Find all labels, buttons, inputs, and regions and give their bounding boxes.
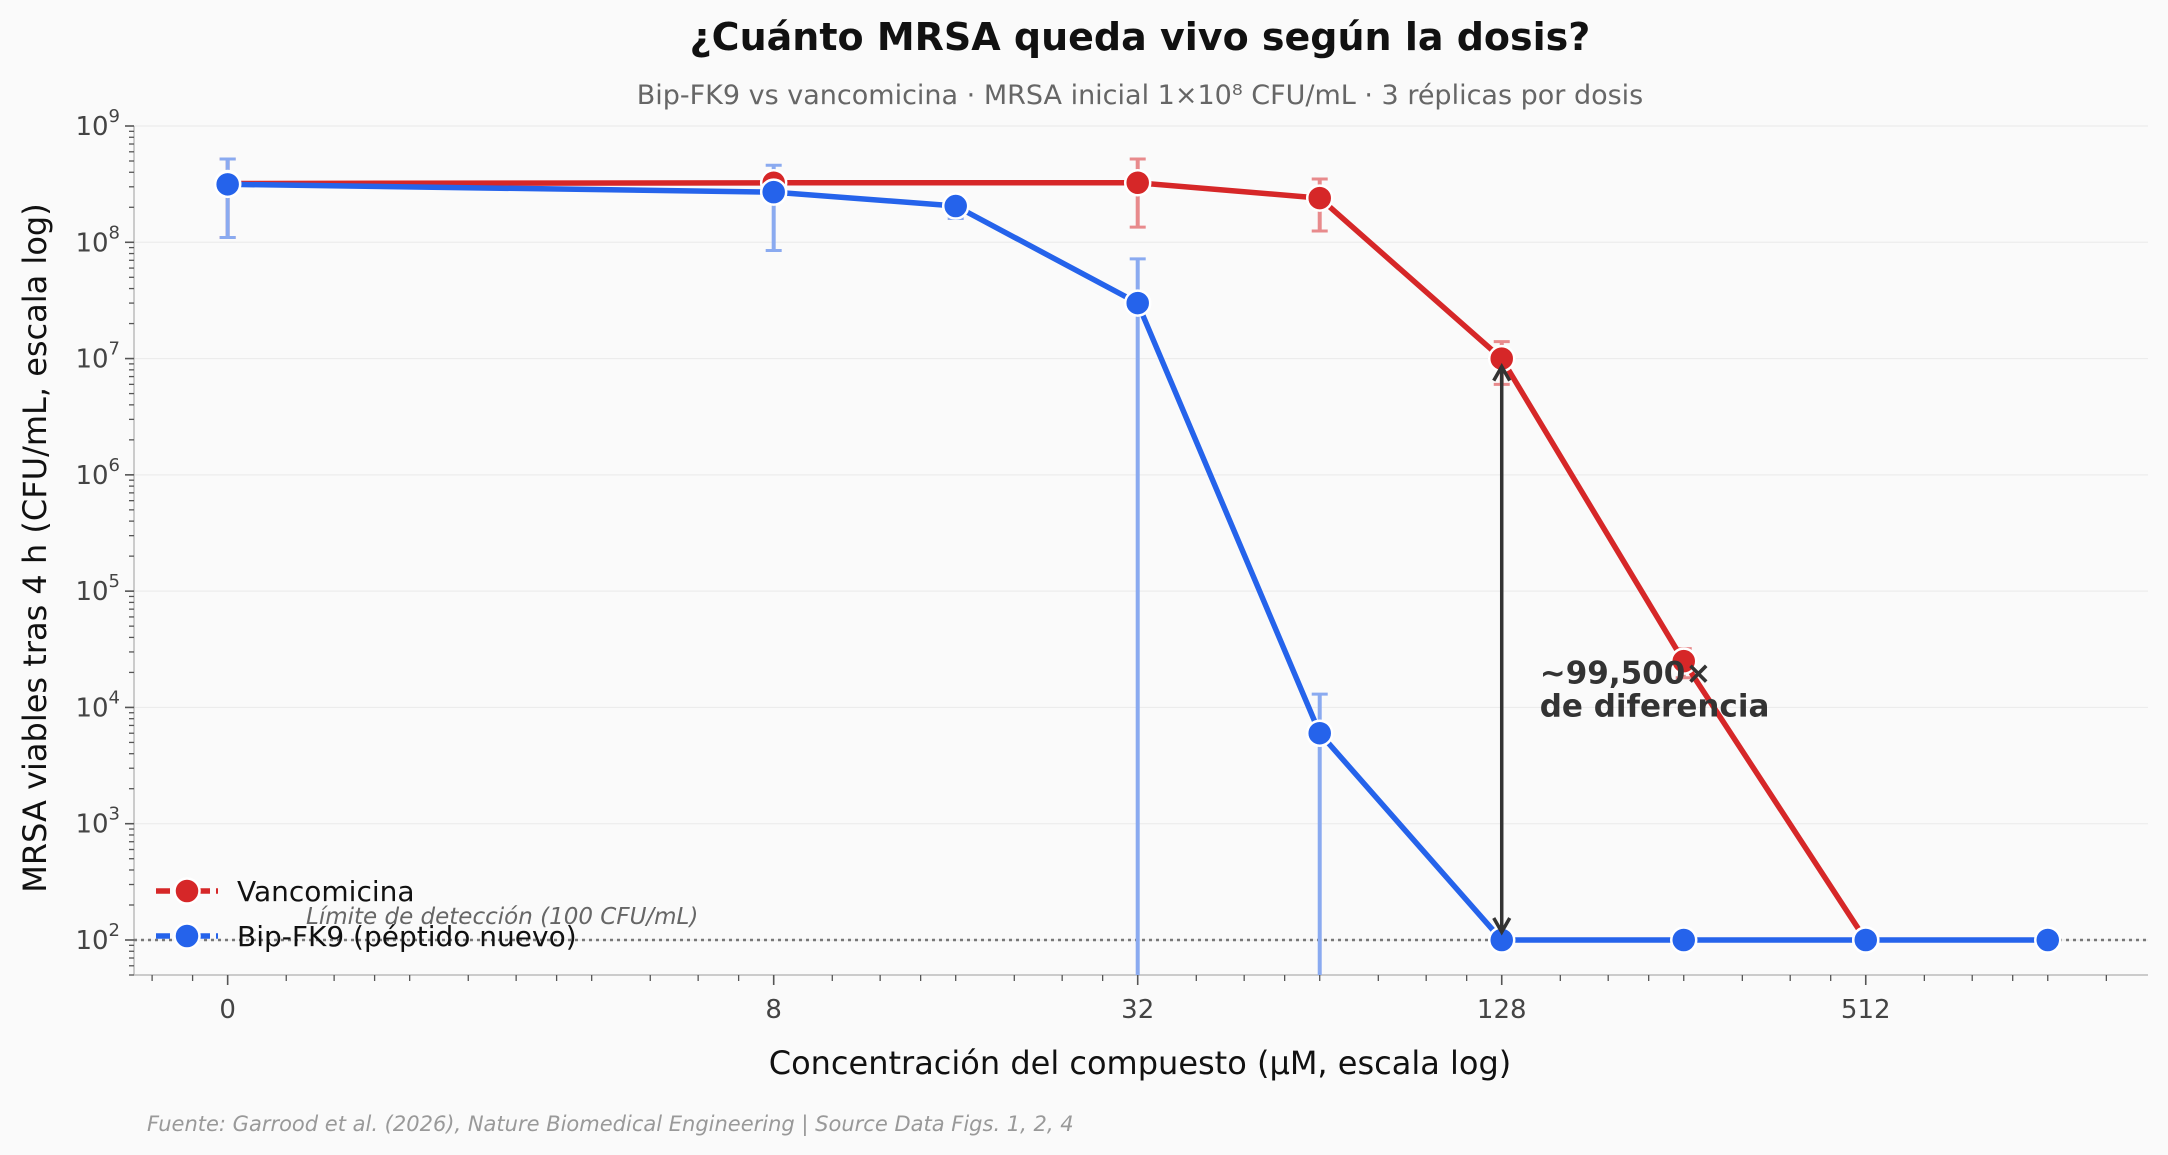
legend-item: Vancomicina — [156, 875, 415, 908]
series-layer — [213, 157, 2062, 975]
source-note: Fuente: Garrood et al. (2026), Nature Bi… — [147, 1112, 1074, 1137]
y-tick-label: 104 — [75, 687, 120, 723]
data-point — [941, 192, 970, 220]
difference-annotation-value: ~99,500× — [1540, 655, 1712, 691]
x-tick-label: 8 — [765, 995, 782, 1025]
y-tick-label: 108 — [75, 222, 120, 258]
arrow-head-bottom — [1492, 917, 1512, 936]
data-point — [1305, 719, 1334, 747]
series-vancomicina — [219, 157, 1869, 942]
chart-subtitle: Bip-FK9 vs vancomicina · MRSA inicial 1×… — [637, 80, 1644, 111]
y-axis-label: MRSA viables tras 4 h (CFU/mL, escala lo… — [16, 203, 54, 892]
y-tick-label: 109 — [75, 106, 120, 142]
legend-swatch-marker — [173, 922, 201, 950]
grid-lines — [134, 125, 2148, 941]
y-tick-label: 105 — [75, 571, 120, 607]
data-point — [1851, 926, 1880, 954]
series-bip-fk9-p-ptido-nuevo — [219, 157, 2048, 975]
data-point — [1669, 926, 1698, 954]
data-point — [2034, 926, 2062, 954]
y-tick-label: 102 — [75, 920, 120, 956]
chart-title: ¿Cuánto MRSA queda vivo según la dosis? — [690, 15, 1591, 59]
arrow-head-top — [1492, 363, 1512, 382]
axes: 102 103 104 105 106 107 108 109 0 8 32 128 512 — [75, 106, 2148, 1025]
y-tick-label: 103 — [75, 804, 120, 840]
detection-limit-label: Límite de detección (100 CFU/mL) — [306, 904, 698, 930]
legend-swatch-marker — [173, 877, 201, 905]
data-point — [213, 170, 242, 199]
detection-limit: Límite de detección (100 CFU/mL) — [134, 904, 2148, 942]
markers-vancomicina — [213, 169, 1880, 954]
data-point — [759, 178, 788, 206]
x-axis-label: Concentración del compuesto (µM, escala … — [769, 1044, 1512, 1082]
markers-bip-fk9-p-ptido-nuevo — [213, 170, 2062, 954]
data-point — [1123, 169, 1152, 197]
data-point — [1305, 184, 1334, 212]
x-tick-label: 32 — [1121, 995, 1154, 1025]
difference-annotation-text: de diferencia — [1540, 688, 1770, 724]
legend: Vancomicina Bip-FK9 (péptido nuevo) — [156, 875, 577, 953]
data-point — [1669, 647, 1698, 675]
legend-label: Bip-FK9 (péptido nuevo) — [237, 920, 577, 953]
data-point — [1123, 289, 1152, 317]
difference-annotation: ~99,500× de diferencia — [1492, 363, 1770, 936]
y-tick-label: 106 — [75, 455, 120, 491]
legend-label: Vancomicina — [237, 875, 415, 908]
x-tick-label: 512 — [1841, 995, 1891, 1025]
x-tick-label: 0 — [219, 995, 236, 1025]
y-tick-label: 107 — [75, 339, 120, 375]
legend-item: Bip-FK9 (péptido nuevo) — [156, 920, 577, 953]
series-line — [227, 180, 1869, 942]
x-tick-label: 128 — [1477, 995, 1527, 1025]
